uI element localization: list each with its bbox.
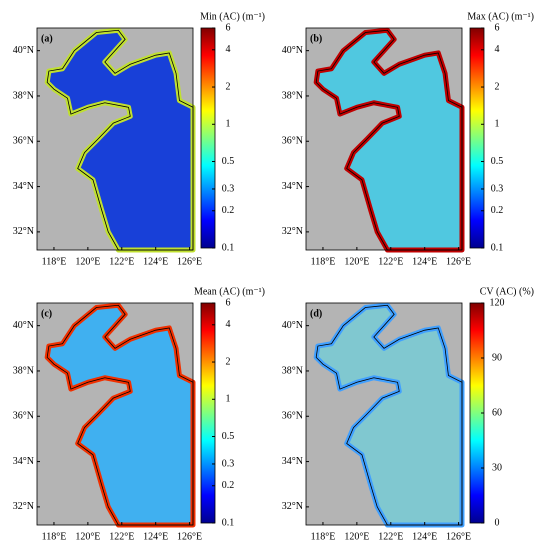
panel-title: Max (AC) (m⁻¹) <box>467 11 534 22</box>
colorbar-tick-label: 6 <box>226 297 231 308</box>
x-tick-label: 124°E <box>412 256 437 267</box>
coastline <box>46 29 194 251</box>
y-tick-label: 36°N <box>13 411 34 422</box>
colorbar-tick-label: 0.1 <box>222 517 235 528</box>
colorbar-tick-label: 0.1 <box>491 242 504 253</box>
y-tick-label: 36°N <box>13 136 34 147</box>
colorbar-tick-label: 0.5 <box>222 431 235 442</box>
colorbar-tick-label: 1 <box>226 119 231 130</box>
x-tick-label: 120°E <box>75 531 100 542</box>
x-tick-label: 126°E <box>177 531 202 542</box>
y-tick-label: 38°N <box>13 90 34 101</box>
colorbar-tick-label: 4 <box>495 44 500 55</box>
y-tick-label: 34°N <box>282 181 303 192</box>
x-tick-label: 120°E <box>75 256 100 267</box>
colorbar-tick-label: 30 <box>492 462 502 473</box>
colorbar-tick-label: 2 <box>226 356 231 367</box>
x-tick-label: 122°E <box>109 256 134 267</box>
y-tick-label: 40°N <box>13 320 34 331</box>
y-tick-label: 36°N <box>282 411 303 422</box>
colorbar-tick-label: 0.3 <box>222 183 235 194</box>
colorbar <box>200 302 216 524</box>
x-tick-label: 118°E <box>311 256 336 267</box>
panel-label: (c) <box>41 308 52 319</box>
x-tick-label: 126°E <box>177 256 202 267</box>
colorbar-tick-label: 6 <box>226 22 231 33</box>
colorbar-tick-label: 0.1 <box>222 242 235 253</box>
colorbar-tick-label: 4 <box>226 319 231 330</box>
colorbar-tick-label: 0.5 <box>491 156 504 167</box>
coastline <box>315 29 463 251</box>
colorbar-tick-label: 2 <box>495 81 500 92</box>
coastline <box>46 304 194 526</box>
y-tick-label: 32°N <box>282 226 303 237</box>
x-tick-label: 120°E <box>344 256 369 267</box>
panel-title: CV (AC) (%) <box>480 286 534 297</box>
map-frame <box>305 27 463 251</box>
y-tick-label: 36°N <box>282 136 303 147</box>
map-frame <box>305 302 463 526</box>
x-tick-label: 118°E <box>42 256 67 267</box>
colorbar-tick-label: 0.3 <box>491 183 504 194</box>
x-tick-label: 126°E <box>446 256 471 267</box>
x-tick-label: 122°E <box>378 531 403 542</box>
colorbar <box>200 27 216 249</box>
y-tick-label: 40°N <box>282 320 303 331</box>
y-tick-label: 38°N <box>282 365 303 376</box>
colorbar-tick-label: 2 <box>226 81 231 92</box>
y-tick-label: 32°N <box>13 501 34 512</box>
panel-label: (b) <box>310 33 322 44</box>
colorbar-tick-label: 0.3 <box>222 458 235 469</box>
y-tick-label: 32°N <box>13 226 34 237</box>
x-tick-label: 122°E <box>109 531 134 542</box>
y-tick-label: 34°N <box>282 456 303 467</box>
colorbar-tick-label: 0.2 <box>491 205 504 216</box>
colorbar-tick-label: 1 <box>495 119 500 130</box>
map-frame <box>36 27 194 251</box>
colorbar-tick-label: 0.2 <box>222 205 235 216</box>
y-tick-label: 40°N <box>13 45 34 56</box>
colorbar-tick-label: 60 <box>492 407 502 418</box>
y-tick-label: 34°N <box>13 181 34 192</box>
panel-title: Mean (AC) (m⁻¹) <box>194 286 265 297</box>
x-tick-label: 126°E <box>446 531 471 542</box>
panel-label: (a) <box>41 33 53 44</box>
map-frame <box>36 302 194 526</box>
y-tick-label: 34°N <box>13 456 34 467</box>
y-tick-label: 40°N <box>282 45 303 56</box>
x-tick-label: 124°E <box>412 531 437 542</box>
colorbar-tick-label: 90 <box>492 352 502 363</box>
panel-label: (d) <box>310 308 322 319</box>
x-tick-label: 120°E <box>344 531 369 542</box>
x-tick-label: 124°E <box>143 531 168 542</box>
x-tick-label: 118°E <box>311 531 336 542</box>
x-tick-label: 122°E <box>378 256 403 267</box>
y-tick-label: 38°N <box>13 365 34 376</box>
colorbar-tick-label: 6 <box>495 22 500 33</box>
colorbar-tick-label: 1 <box>226 394 231 405</box>
colorbar-tick-label: 0 <box>495 517 500 528</box>
y-tick-label: 32°N <box>282 501 303 512</box>
colorbar <box>469 27 485 249</box>
x-tick-label: 118°E <box>42 531 67 542</box>
y-tick-label: 38°N <box>282 90 303 101</box>
x-tick-label: 124°E <box>143 256 168 267</box>
coastline <box>315 304 463 526</box>
colorbar-tick-label: 0.2 <box>222 480 235 491</box>
colorbar-tick-label: 0.5 <box>222 156 235 167</box>
colorbar-tick-label: 4 <box>226 44 231 55</box>
colorbar-tick-label: 120 <box>490 297 505 308</box>
panel-title: Min (AC) (m⁻¹) <box>200 11 265 22</box>
